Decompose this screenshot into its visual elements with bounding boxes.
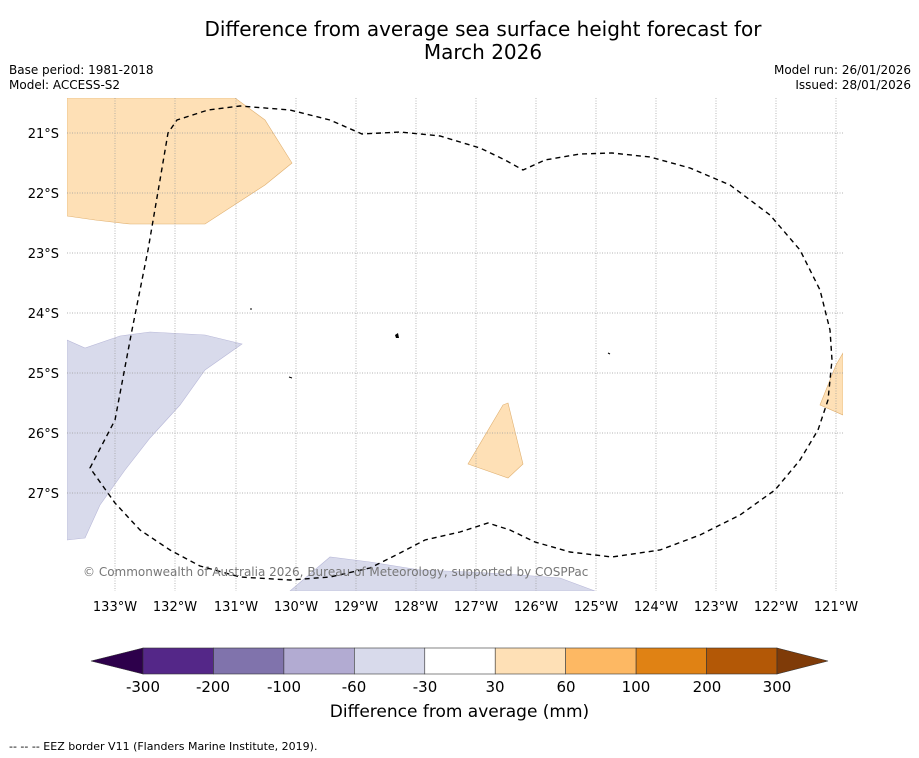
lon-label: 122°W: [754, 600, 798, 615]
lon-label: 132°W: [153, 600, 197, 615]
colorbar-tick-label: -30: [413, 678, 438, 696]
colorbar-bin: [424, 647, 496, 675]
lon-label: 128°W: [394, 600, 438, 615]
meta-right: Model run: 26/01/2026 Issued: 28/01/2026: [774, 63, 911, 93]
positive-anomaly-patch-east: [819, 352, 843, 416]
lat-label: 27°S: [28, 487, 59, 502]
island-marker: [395, 333, 399, 338]
colorbar-tick-label: 100: [622, 678, 651, 696]
latitude-labels: 21°S 22°S 23°S 24°S 25°S 26°S 27°S: [28, 127, 59, 502]
longitude-labels: 133°W 132°W 131°W 130°W 129°W 128°W 127°…: [93, 600, 858, 615]
colorbar-bin: [354, 647, 426, 675]
title-line-2: March 2026: [423, 40, 543, 64]
eez-border: [89, 105, 833, 581]
colorbar-bin: [494, 647, 566, 675]
negative-anomaly-patch-south: [289, 556, 596, 591]
lat-label: 23°S: [28, 247, 59, 262]
colorbar-bin: [706, 647, 778, 675]
colorbar-bin: [635, 647, 707, 675]
colorbar-bin: [213, 647, 285, 675]
colorbar-title: Difference from average (mm): [329, 702, 590, 722]
title-line-1: Difference from average sea surface heig…: [204, 17, 762, 41]
colorbar-bin: [283, 647, 355, 675]
model-run: Model run: 26/01/2026: [773, 63, 911, 77]
colorbar-tick-label: 200: [693, 678, 722, 696]
lon-label: 126°W: [514, 600, 558, 615]
negative-anomaly-patch-west: [67, 331, 243, 541]
map-plot-area: [67, 98, 843, 591]
colorbar-tick-label: -300: [126, 678, 160, 696]
lat-label: 22°S: [28, 187, 59, 202]
lat-label: 25°S: [28, 367, 59, 382]
colorbar-bins: [142, 647, 778, 675]
map-title: Difference from average sea surface heig…: [0, 18, 919, 64]
issued-date: Issued: 28/01/2026: [795, 78, 911, 92]
lat-label: 21°S: [28, 127, 59, 142]
lon-label: 127°W: [454, 600, 498, 615]
lon-label: 133°W: [93, 600, 137, 615]
lon-label: 130°W: [274, 600, 318, 615]
colorbar-tick-label: 30: [485, 678, 504, 696]
lat-label: 26°S: [28, 427, 59, 442]
lon-label: 124°W: [634, 600, 678, 615]
island-marker: [288, 376, 293, 379]
colorbar-tick-label: -200: [196, 678, 230, 696]
colorbar-tick-label: 60: [556, 678, 575, 696]
lon-label: 131°W: [214, 600, 258, 615]
colorbar-bin: [142, 647, 214, 675]
lon-label: 129°W: [334, 600, 378, 615]
colorbar-bin: [565, 647, 637, 675]
lon-label: 121°W: [814, 600, 858, 615]
lat-label: 24°S: [28, 307, 59, 322]
colorbar-tick-labels: -300 -200 -100 -60 -30 30 60 100 200 300: [126, 678, 791, 696]
gridlines: [67, 98, 843, 591]
positive-anomaly-patch-central: [467, 402, 524, 479]
lon-label: 123°W: [694, 600, 738, 615]
colorbar-tick-label: -100: [267, 678, 301, 696]
eez-border-footnote: -- -- -- EEZ border V11 (Flanders Marine…: [9, 740, 318, 753]
model-name: Model: ACCESS-S2: [9, 78, 121, 92]
base-period: Base period: 1981-2018: [9, 63, 154, 77]
positive-anomaly-patch-nw: [67, 98, 293, 225]
colorbar-tick-label: 300: [763, 678, 792, 696]
colorbar-max-extension: [776, 647, 829, 675]
island-marker: [607, 352, 611, 355]
meta-left: Base period: 1981-2018 Model: ACCESS-S2: [9, 63, 154, 93]
colorbar-tick-label: -60: [342, 678, 367, 696]
colorbar-min-extension: [90, 647, 144, 675]
lon-label: 125°W: [574, 600, 618, 615]
copyright-text: © Commonwealth of Australia 2026, Bureau…: [83, 565, 589, 579]
